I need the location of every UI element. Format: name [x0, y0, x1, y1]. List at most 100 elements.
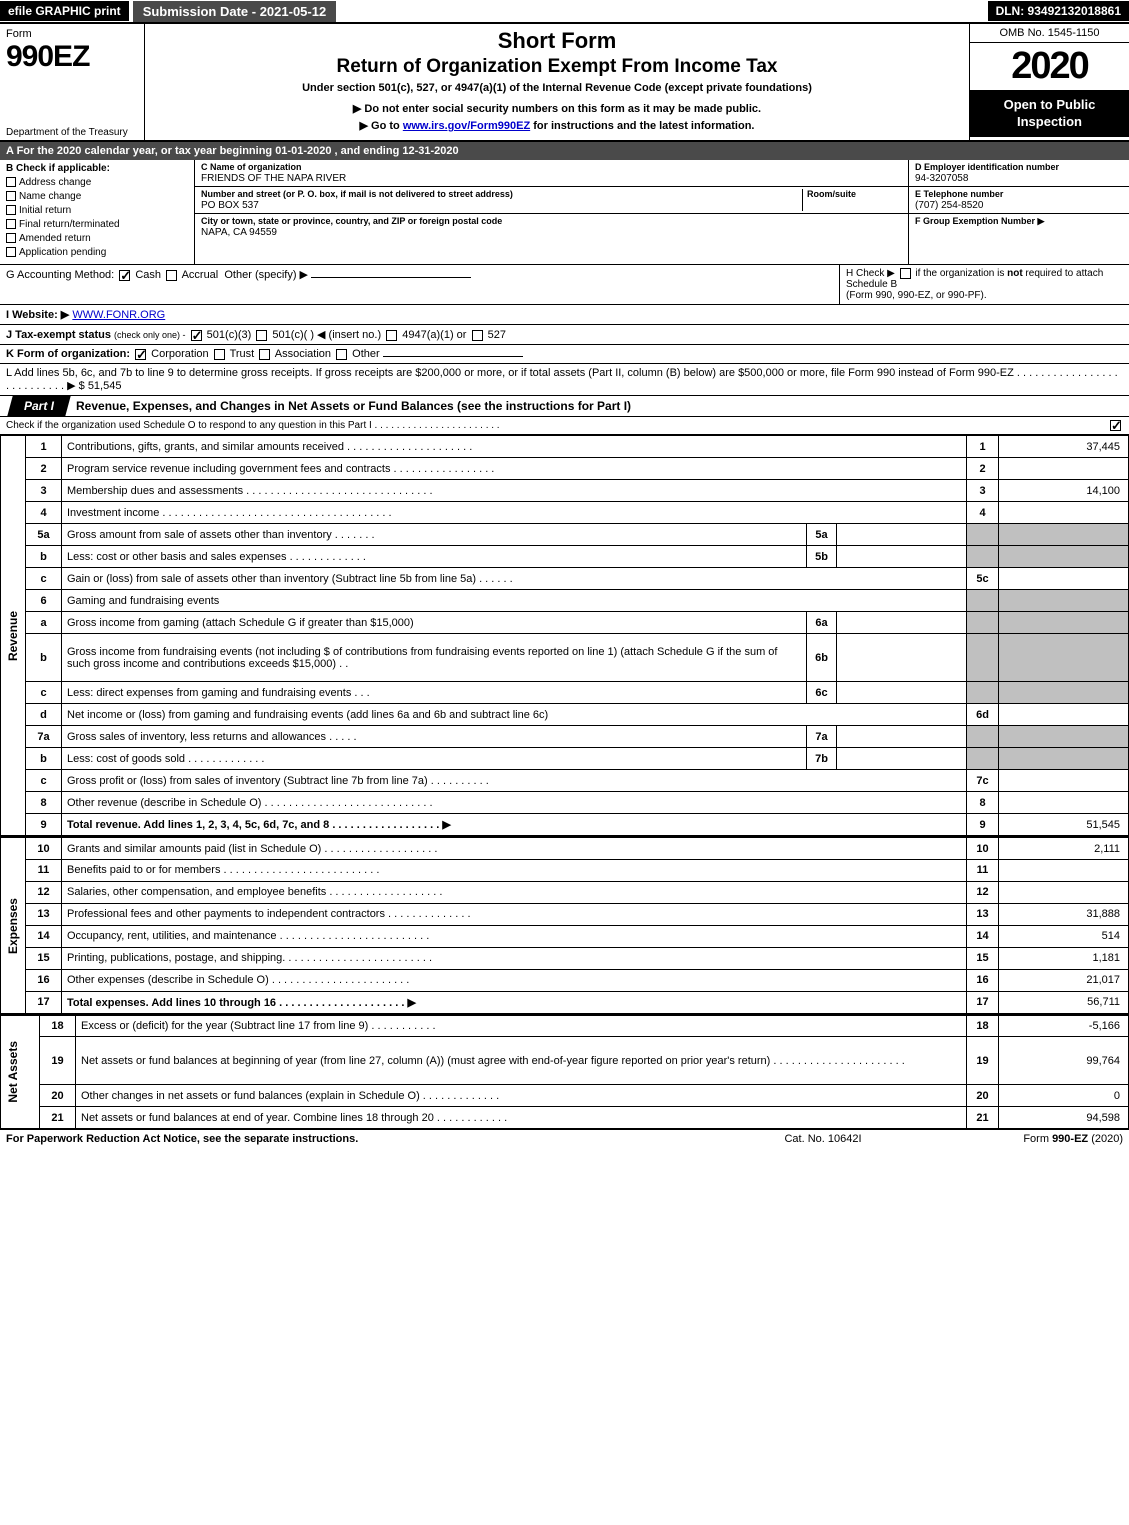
right-num: [967, 682, 999, 704]
street-value: PO BOX 537: [201, 200, 259, 211]
right-val: [999, 524, 1129, 546]
line-num: 9: [26, 814, 62, 836]
line-desc: Net income or (loss) from gaming and fun…: [62, 704, 967, 726]
tax-year: 2020: [970, 43, 1129, 91]
j-4947-checkbox[interactable]: [386, 330, 397, 341]
line-desc: Gaming and fundraising events: [62, 590, 967, 612]
right-num: 7c: [967, 770, 999, 792]
line-desc: Gross income from gaming (attach Schedul…: [62, 612, 807, 634]
line-desc: Occupancy, rent, utilities, and maintena…: [62, 925, 967, 947]
line-num: 12: [26, 881, 62, 903]
period-line-a: A For the 2020 calendar year, or tax yea…: [0, 142, 1129, 160]
part1-title: Revenue, Expenses, and Changes in Net As…: [68, 396, 639, 416]
check-col-b: B Check if applicable: Address changeNam…: [0, 160, 195, 264]
line-num: 19: [40, 1037, 76, 1085]
check-b-box[interactable]: [6, 205, 16, 215]
website-link[interactable]: WWW.FONR.ORG: [72, 309, 165, 321]
main-title: Return of Organization Exempt From Incom…: [155, 56, 959, 78]
right-val: 14,100: [999, 480, 1129, 502]
part1-tab: Part I: [7, 396, 70, 416]
right-num: 13: [967, 903, 999, 925]
check-b-box[interactable]: [6, 191, 16, 201]
line-num: 11: [26, 859, 62, 881]
table-row: Revenue1Contributions, gifts, grants, an…: [1, 436, 1129, 458]
mid-val: [837, 748, 967, 770]
revenue-table: Revenue1Contributions, gifts, grants, an…: [0, 435, 1129, 836]
line-num: 4: [26, 502, 62, 524]
j-527-checkbox[interactable]: [472, 330, 483, 341]
line-num: 2: [26, 458, 62, 480]
line-desc: Gain or (loss) from sale of assets other…: [62, 568, 967, 590]
footer-right-post: (2020): [1088, 1133, 1123, 1145]
check-b-box[interactable]: [6, 247, 16, 257]
footer-right-bold: 990-EZ: [1052, 1133, 1088, 1145]
j-opt2: 501(c)( ) ◀ (insert no.): [272, 329, 381, 341]
section-label: Expenses: [1, 837, 26, 1013]
check-b-box[interactable]: [6, 233, 16, 243]
g-other: Other (specify) ▶: [224, 269, 308, 281]
k-other-checkbox[interactable]: [336, 349, 347, 360]
right-num: 8: [967, 792, 999, 814]
table-row: 21Net assets or fund balances at end of …: [1, 1107, 1129, 1129]
check-b-item: Name change: [6, 191, 188, 202]
j-sub: (check only one) -: [114, 330, 186, 340]
right-num: [967, 726, 999, 748]
footer-right-pre: Form: [1023, 1133, 1052, 1145]
g-cash-checkbox[interactable]: [119, 270, 130, 281]
line-desc: Membership dues and assessments . . . . …: [62, 480, 967, 502]
arrow2-post: for instructions and the latest informat…: [530, 120, 754, 132]
k-assoc-checkbox[interactable]: [259, 349, 270, 360]
check-b-item: Address change: [6, 177, 188, 188]
right-val: [999, 546, 1129, 568]
line-desc: Printing, publications, postage, and shi…: [62, 947, 967, 969]
arrow-line-2: ▶ Go to www.irs.gov/Form990EZ for instru…: [155, 119, 959, 132]
k-trust-checkbox[interactable]: [214, 349, 225, 360]
j-label: J Tax-exempt status: [6, 329, 111, 341]
irs-link[interactable]: www.irs.gov/Form990EZ: [403, 120, 530, 132]
line-desc: Less: cost or other basis and sales expe…: [62, 546, 807, 568]
k-opt4: Other: [352, 348, 380, 360]
h-checkbox[interactable]: [900, 268, 911, 279]
line-num: 16: [26, 969, 62, 991]
table-row: Expenses10Grants and similar amounts pai…: [1, 837, 1129, 859]
line-num: 1: [26, 436, 62, 458]
right-num: 14: [967, 925, 999, 947]
right-val: [999, 704, 1129, 726]
k-opt3: Association: [275, 348, 331, 360]
right-val: -5,166: [999, 1015, 1129, 1037]
check-b-box[interactable]: [6, 219, 16, 229]
room-label: Room/suite: [807, 189, 856, 199]
g-label: G Accounting Method:: [6, 269, 114, 281]
table-row: 9Total revenue. Add lines 1, 2, 3, 4, 5c…: [1, 814, 1129, 836]
line-num: c: [26, 568, 62, 590]
f-label: F Group Exemption Number ▶: [915, 216, 1044, 226]
line-num: 14: [26, 925, 62, 947]
g-accrual-checkbox[interactable]: [166, 270, 177, 281]
j-501c-checkbox[interactable]: [256, 330, 267, 341]
h-not: not: [1007, 268, 1023, 279]
table-row: 20Other changes in net assets or fund ba…: [1, 1085, 1129, 1107]
right-num: 20: [967, 1085, 999, 1107]
table-row: cGain or (loss) from sale of assets othe…: [1, 568, 1129, 590]
right-num: 2: [967, 458, 999, 480]
right-val: 94,598: [999, 1107, 1129, 1129]
line-desc: Other revenue (describe in Schedule O) .…: [62, 792, 967, 814]
table-row: 14Occupancy, rent, utilities, and mainte…: [1, 925, 1129, 947]
k-corp-checkbox[interactable]: [135, 349, 146, 360]
line-desc: Gross profit or (loss) from sales of inv…: [62, 770, 967, 792]
form-header: Form 990EZ Department of the Treasury Sh…: [0, 24, 1129, 142]
dln-label: DLN: 93492132018861: [988, 1, 1129, 21]
e-label: E Telephone number: [915, 189, 1003, 199]
check-b-box[interactable]: [6, 177, 16, 187]
right-val: [999, 634, 1129, 682]
right-val: [999, 881, 1129, 903]
right-val: [999, 792, 1129, 814]
j-501c3-checkbox[interactable]: [191, 330, 202, 341]
line-num: 20: [40, 1085, 76, 1107]
table-row: bLess: cost or other basis and sales exp…: [1, 546, 1129, 568]
line-desc: Gross amount from sale of assets other t…: [62, 524, 807, 546]
part1-scheduleo-checkbox[interactable]: [1110, 420, 1121, 431]
footer: For Paperwork Reduction Act Notice, see …: [0, 1129, 1129, 1148]
c-label: C Name of organization: [201, 162, 302, 172]
i-label: I Website: ▶: [6, 309, 69, 321]
